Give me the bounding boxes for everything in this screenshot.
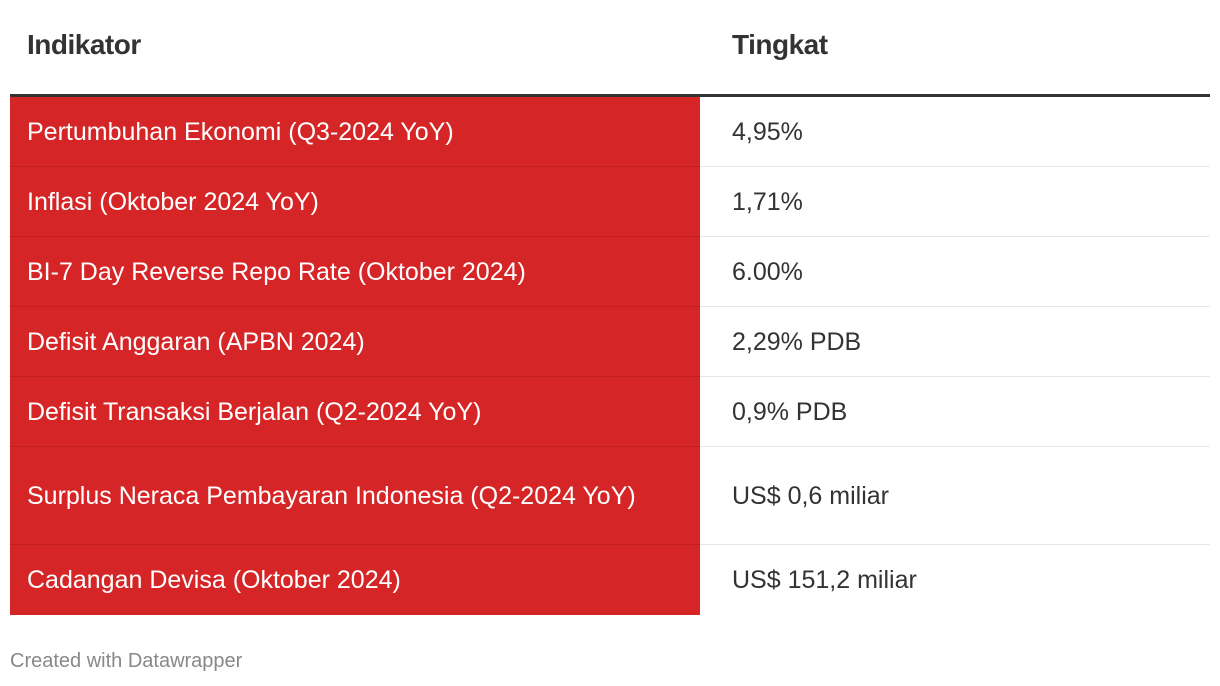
table-row: Surplus Neraca Pembayaran Indonesia (Q2-… xyxy=(10,447,1210,545)
indicator-cell: Defisit Anggaran (APBN 2024) xyxy=(10,307,700,377)
indicator-cell: Pertumbuhan Ekonomi (Q3-2024 YoY) xyxy=(10,97,700,167)
value-cell: US$ 0,6 miliar xyxy=(700,447,1210,545)
table-header: Indikator Tingkat xyxy=(10,0,1210,97)
value-cell: 4,95% xyxy=(700,97,1210,167)
data-table: Indikator Tingkat Pertumbuhan Ekonomi (Q… xyxy=(10,0,1210,615)
indicator-cell: Defisit Transaksi Berjalan (Q2-2024 YoY) xyxy=(10,377,700,447)
datawrapper-credit[interactable]: Created with Datawrapper xyxy=(10,650,243,672)
table-row: Cadangan Devisa (Oktober 2024) US$ 151,2… xyxy=(10,545,1210,615)
indicator-cell: Surplus Neraca Pembayaran Indonesia (Q2-… xyxy=(10,447,700,545)
value-cell: 1,71% xyxy=(700,167,1210,237)
value-cell: 2,29% PDB xyxy=(700,307,1210,377)
value-cell: 6.00% xyxy=(700,237,1210,307)
table-body: Pertumbuhan Ekonomi (Q3-2024 YoY) 4,95% … xyxy=(10,97,1210,615)
value-cell: 0,9% PDB xyxy=(700,377,1210,447)
table-row: BI-7 Day Reverse Repo Rate (Oktober 2024… xyxy=(10,237,1210,307)
column-header-indikator[interactable]: Indikator xyxy=(27,29,141,60)
column-header-tingkat[interactable]: Tingkat xyxy=(732,29,828,60)
table-row: Defisit Transaksi Berjalan (Q2-2024 YoY)… xyxy=(10,377,1210,447)
indicator-cell: Inflasi (Oktober 2024 YoY) xyxy=(10,167,700,237)
table-row: Pertumbuhan Ekonomi (Q3-2024 YoY) 4,95% xyxy=(10,97,1210,167)
value-cell: US$ 151,2 miliar xyxy=(732,566,917,594)
indicator-cell: Cadangan Devisa (Oktober 2024) xyxy=(10,545,700,615)
table-row: Defisit Anggaran (APBN 2024) 2,29% PDB xyxy=(10,307,1210,377)
indicator-cell: BI-7 Day Reverse Repo Rate (Oktober 2024… xyxy=(10,237,700,307)
table-row: Inflasi (Oktober 2024 YoY) 1,71% xyxy=(10,167,1210,237)
